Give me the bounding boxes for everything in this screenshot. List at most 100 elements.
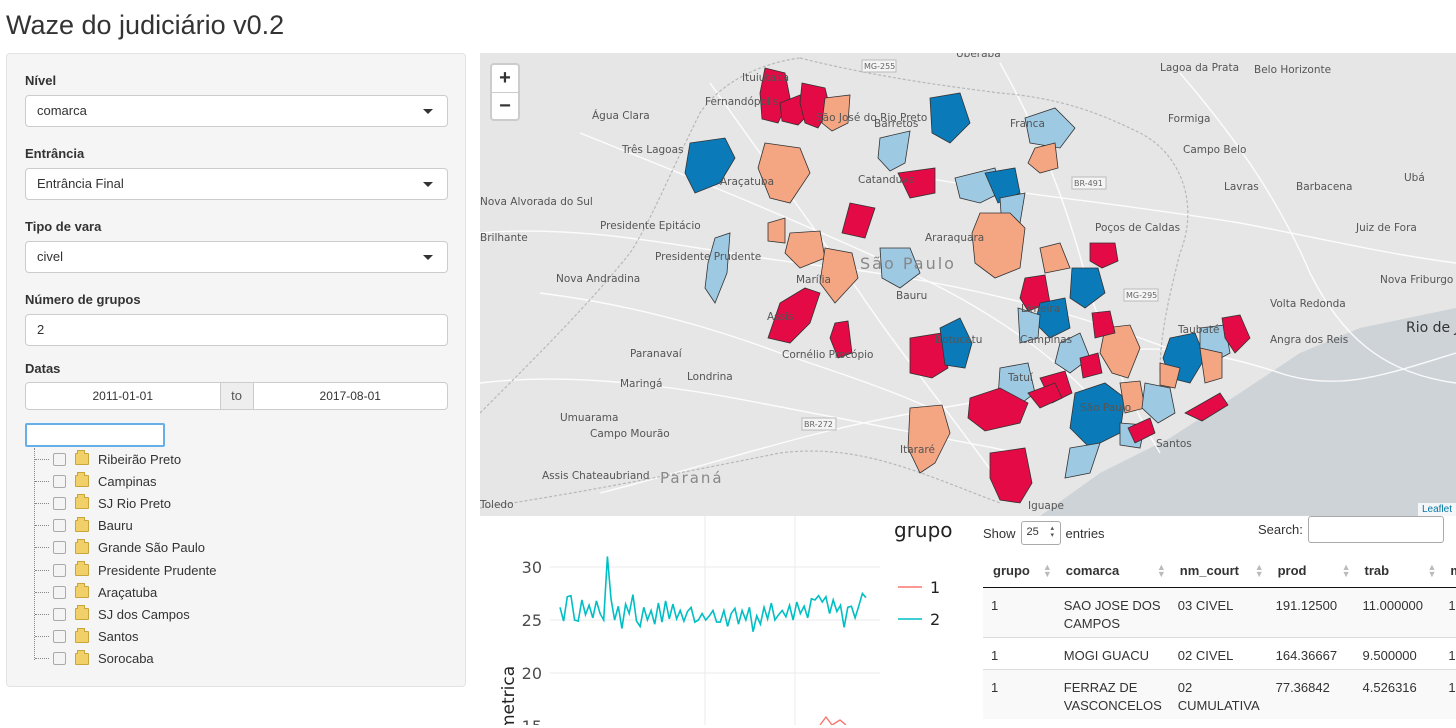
comarca-region[interactable]: [1221, 314, 1251, 354]
tree-item[interactable]: Sorocaba: [25, 648, 325, 670]
comarca-region[interactable]: [971, 212, 1026, 279]
comarca-region[interactable]: [767, 287, 821, 344]
tree-checkbox[interactable]: [53, 452, 66, 466]
map-canvas[interactable]: Ituiutaba Uberaba Belo Horizonte Lagoa da P…: [480, 53, 1456, 516]
tree-item[interactable]: Presidente Prudente: [25, 559, 325, 581]
tree-connector: [35, 613, 49, 615]
entrancia-select[interactable]: Entrância Final: [25, 168, 448, 200]
map-place-label: Juiz de Fora: [1355, 222, 1417, 234]
comarca-region[interactable]: [757, 142, 811, 204]
comarca-region[interactable]: [784, 230, 826, 269]
leaflet-attribution-link[interactable]: Leaflet: [1417, 503, 1456, 516]
comarca-region[interactable]: [967, 387, 1029, 432]
tree-item[interactable]: SJ Rio Preto: [25, 492, 325, 514]
tree-item[interactable]: Campinas: [25, 470, 325, 492]
folder-icon: [75, 472, 89, 488]
comarca-region[interactable]: [1099, 324, 1141, 379]
folder-icon: [75, 450, 89, 466]
column-header-prod[interactable]: prod ▲ ▼: [1267, 554, 1355, 588]
column-header-med[interactable]: med▲▼: [1440, 554, 1456, 588]
comarca-region[interactable]: [1141, 382, 1176, 424]
date-start-input[interactable]: 2011-01-01: [25, 382, 221, 410]
comarca-region[interactable]: [907, 404, 951, 474]
app-title: Waze do judiciário v0.2: [6, 10, 285, 40]
comarca-region[interactable]: [879, 247, 921, 289]
table-row[interactable]: 1 FERRAZ DE VASCONCELOS 02 CUMULATIVA 77.36…: [983, 669, 1456, 719]
comarca-region[interactable]: [984, 167, 1021, 204]
comarca-region[interactable]: [929, 92, 971, 144]
tipo-vara-select[interactable]: civel: [25, 241, 448, 273]
comarca-region[interactable]: [939, 317, 973, 369]
comarca-region[interactable]: [821, 94, 851, 132]
comarca-region[interactable]: [1091, 310, 1116, 339]
tree-item[interactable]: Ribeirão Preto: [25, 448, 325, 470]
tree-item[interactable]: SJ dos Campos: [25, 603, 325, 625]
map-place-label: Umuarama: [560, 412, 618, 424]
table-cell: 164.36667: [1267, 637, 1355, 670]
map-place-label: Presidente Epitácio: [600, 220, 701, 232]
column-header-nm_court[interactable]: nm_court ▲ ▼: [1169, 554, 1268, 588]
comarca-region[interactable]: [1017, 307, 1041, 344]
comarca-region[interactable]: [1027, 382, 1063, 409]
y-tick-label: 20: [522, 664, 542, 683]
column-header-grupo[interactable]: grupo ▲ ▼: [983, 554, 1056, 588]
zoom-out-button[interactable]: −: [492, 92, 518, 119]
date-end-input[interactable]: 2017-08-01: [252, 382, 448, 410]
folder-icon: [75, 627, 89, 643]
tree-search-input[interactable]: [25, 423, 165, 447]
comarca-region[interactable]: [909, 332, 949, 379]
comarca-region[interactable]: [1127, 417, 1156, 444]
column-header-comarca[interactable]: comarca ▲ ▼: [1055, 554, 1170, 588]
table-cell: 17.176: [1440, 669, 1456, 719]
tree-item[interactable]: Bauru: [25, 515, 325, 537]
map-view[interactable]: Ituiutaba Uberaba Belo Horizonte Lagoa da P…: [480, 53, 1456, 516]
tree-item[interactable]: Grande São Paulo: [25, 537, 325, 559]
comarca-region[interactable]: [841, 202, 876, 239]
table-cell: 17.331: [1440, 587, 1456, 638]
comarca-region[interactable]: [1079, 352, 1103, 379]
comarca-region[interactable]: [1199, 347, 1223, 384]
tree-checkbox[interactable]: [53, 585, 66, 599]
comarca-region[interactable]: [829, 320, 853, 359]
nivel-select[interactable]: comarca: [25, 95, 448, 127]
column-header-trab[interactable]: trab ▲ ▼: [1354, 554, 1441, 588]
tree-item[interactable]: Araçatuba: [25, 581, 325, 603]
comarca-region[interactable]: [1039, 242, 1071, 274]
tree-checkbox[interactable]: [53, 519, 66, 533]
table-search-input[interactable]: [1308, 516, 1444, 543]
zoom-in-button[interactable]: +: [499, 67, 511, 89]
table-cell: 9.500000: [1354, 637, 1441, 670]
tree-checkbox[interactable]: [53, 563, 66, 577]
map-place-label: Rio de Janeiro: [1406, 320, 1456, 336]
comarca-region[interactable]: [767, 217, 786, 244]
comarca-region[interactable]: [1024, 107, 1076, 149]
tree-checkbox[interactable]: [53, 652, 66, 666]
tree-checkbox[interactable]: [53, 496, 66, 510]
comarca-region[interactable]: [1159, 362, 1181, 389]
comarca-region[interactable]: [897, 167, 936, 199]
comarca-region[interactable]: [1089, 242, 1119, 269]
tree-checkbox[interactable]: [53, 630, 66, 644]
map-place-label: Volta Redonda: [1270, 298, 1346, 310]
tree-checkbox[interactable]: [53, 474, 66, 488]
comarca-region[interactable]: [1027, 142, 1059, 174]
entries-select[interactable]: 25: [1020, 521, 1061, 545]
comarca-region[interactable]: [819, 247, 859, 304]
tree-checkbox[interactable]: [53, 607, 66, 621]
map-place-label: Brilhante: [480, 232, 528, 244]
tree-checkbox[interactable]: [53, 541, 66, 555]
road-label: MG-295: [1126, 291, 1157, 300]
comarca-region[interactable]: [1064, 442, 1101, 479]
comarca-region[interactable]: [1184, 392, 1229, 422]
comarca-region[interactable]: [684, 137, 736, 194]
numero-grupos-input[interactable]: 2: [25, 314, 448, 346]
date-range-separator: to: [220, 382, 253, 410]
table-row[interactable]: 1 SAO JOSE DOS CAMPOS 03 CIVEL 191.12500 11.…: [983, 587, 1456, 638]
map-place-label: Araraquara: [925, 232, 984, 244]
comarca-region[interactable]: [877, 130, 911, 172]
tree-item[interactable]: Santos: [25, 626, 325, 648]
comarca-region[interactable]: [989, 447, 1033, 504]
comarca-region[interactable]: [704, 232, 731, 304]
comarca-region[interactable]: [1069, 267, 1106, 309]
